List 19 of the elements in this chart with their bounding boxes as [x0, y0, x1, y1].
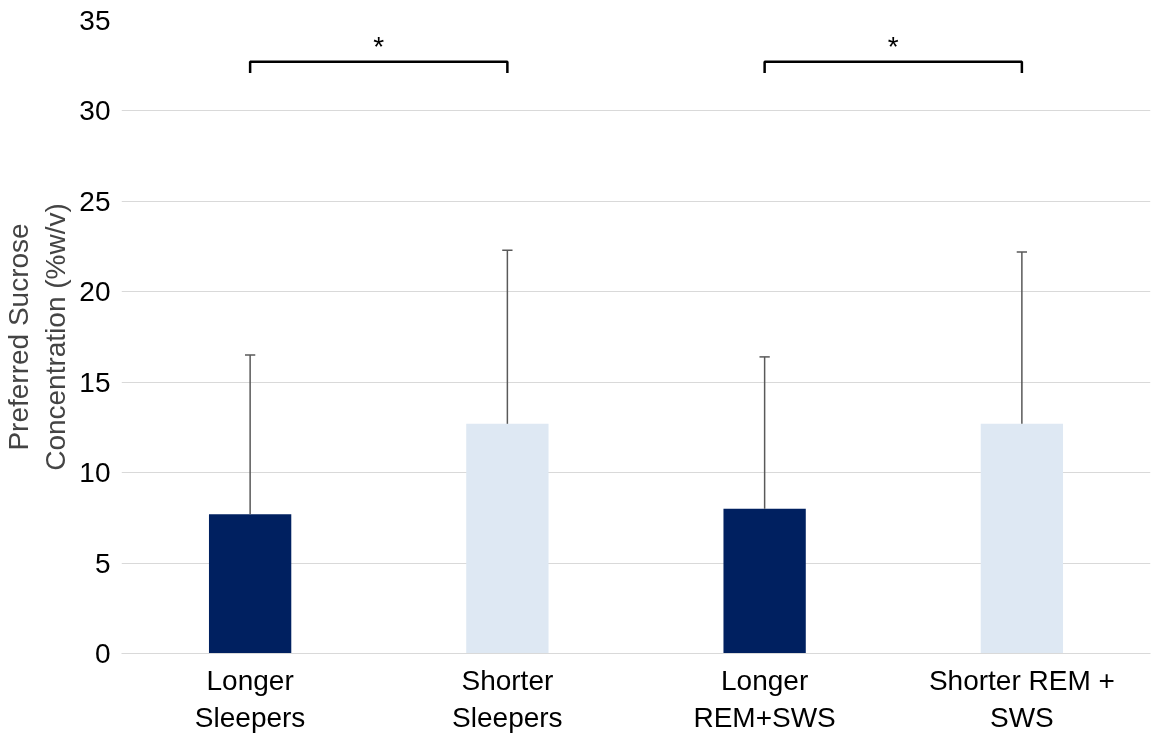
y-tick-label: 35: [79, 5, 111, 36]
y-tick-label: 25: [79, 185, 111, 217]
bar: [980, 423, 1064, 654]
bar: [466, 423, 549, 654]
y-tick-label: 30: [79, 95, 111, 127]
bar: [208, 514, 292, 654]
bar: [723, 508, 806, 654]
y-tick-label: 5: [94, 547, 111, 579]
annotation: *: [373, 30, 385, 62]
y-tick-label: 10: [79, 457, 111, 489]
y-axis-title: Preferred Sucrose Concentration (%w/v): [3, 203, 72, 471]
x-tick-label: Longer Sleepers: [194, 664, 306, 733]
x-tick-label: Shorter REM + SWS: [928, 664, 1115, 733]
y-tick-label: 0: [94, 638, 111, 669]
x-tick-label: Shorter Sleepers: [452, 664, 563, 733]
annotation: *: [887, 30, 899, 62]
y-tick-label: 20: [79, 276, 111, 308]
x-tick-label: Longer REM+SWS: [693, 664, 836, 733]
y-tick-label: 15: [79, 366, 111, 398]
